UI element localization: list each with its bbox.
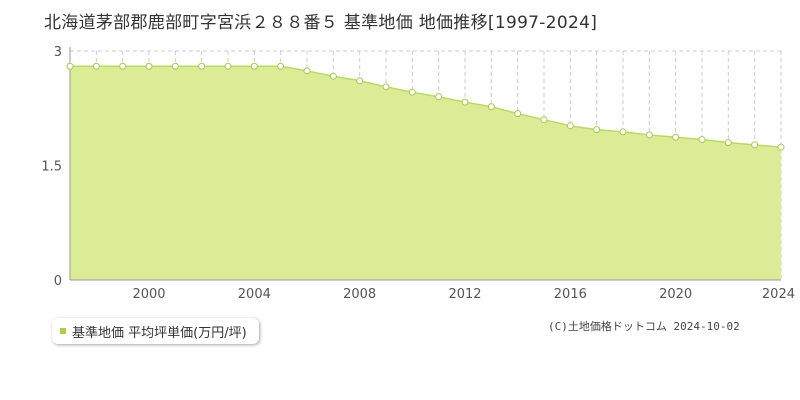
data-point [619,128,627,136]
data-point [724,139,732,147]
x-tick-label: 2012 [448,287,481,300]
legend-label: 基準地価 平均坪単価(万円/坪) [72,325,247,341]
data-point [356,77,364,85]
data-point [751,141,759,149]
data-point [487,103,495,111]
data-point [250,62,258,70]
data-point [672,133,680,141]
x-tick-label: 2016 [554,287,587,300]
data-point [698,136,706,144]
data-point [224,62,232,70]
data-point [145,62,153,70]
data-point [382,83,390,91]
data-point [645,131,653,139]
x-tick-label: 2024 [762,287,795,300]
data-point [277,62,285,70]
data-point [92,62,100,70]
data-point [408,88,416,96]
x-tick-label: 2000 [132,287,165,300]
y-tick-label: 0 [54,274,62,289]
legend-swatch-icon [60,328,66,334]
chart-title: 北海道茅部郡鹿部町字宮浜２８８番５ 基準地価 地価推移[1997-2024] [44,13,598,33]
data-point [66,62,74,70]
data-point [540,116,548,124]
series-markers [66,62,785,151]
data-point [777,143,785,151]
data-point [593,126,601,134]
data-point [514,110,522,118]
chart-plot: 0 1.5 3 2000 2004 2008 2012 2016 2020 2024 [41,45,795,300]
data-point [329,72,337,80]
data-point [461,98,469,106]
copyright-notice: (C)土地価格ドットコム 2024-10-02 [548,320,740,333]
y-tick-label: 3 [54,45,62,60]
tick-labels: 0 1.5 3 2000 2004 2008 2012 2016 2020 2024 [41,45,795,300]
legend: 基準地価 平均坪単価(万円/坪) [52,318,259,344]
x-tick-label: 2004 [238,287,271,300]
x-tick-label: 2008 [343,287,376,300]
data-point [198,62,206,70]
y-tick-label: 1.5 [41,160,62,175]
series-area-fill [70,66,781,281]
data-point [566,122,574,130]
x-tick-label: 2020 [659,287,692,300]
axes [69,47,781,281]
data-point [171,62,179,70]
data-point [435,93,443,101]
data-point [119,62,127,70]
series-line [70,65,782,148]
series-area [70,65,782,281]
data-point [303,67,311,75]
